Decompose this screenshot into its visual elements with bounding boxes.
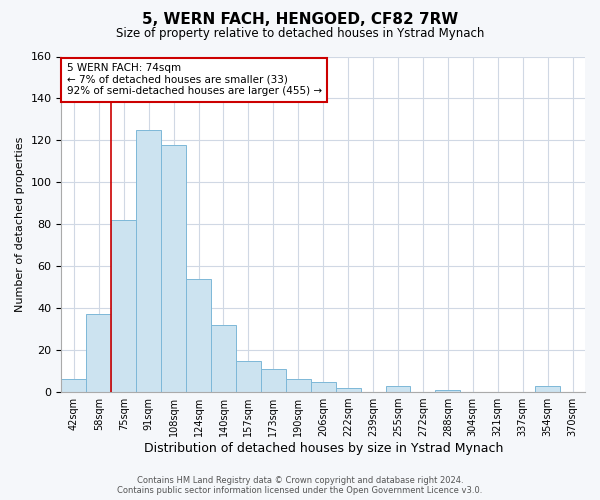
Bar: [136, 130, 161, 392]
Bar: [261, 369, 286, 392]
X-axis label: Distribution of detached houses by size in Ystrad Mynach: Distribution of detached houses by size …: [143, 442, 503, 455]
Bar: [535, 386, 560, 392]
Text: 5, WERN FACH, HENGOED, CF82 7RW: 5, WERN FACH, HENGOED, CF82 7RW: [142, 12, 458, 28]
Bar: [186, 279, 211, 392]
Y-axis label: Number of detached properties: Number of detached properties: [15, 136, 25, 312]
Bar: [61, 380, 86, 392]
Bar: [86, 314, 111, 392]
Bar: [386, 386, 410, 392]
Bar: [161, 144, 186, 392]
Text: 5 WERN FACH: 74sqm
← 7% of detached houses are smaller (33)
92% of semi-detached: 5 WERN FACH: 74sqm ← 7% of detached hous…: [67, 63, 322, 96]
Bar: [211, 325, 236, 392]
Bar: [311, 382, 335, 392]
Bar: [436, 390, 460, 392]
Bar: [286, 380, 311, 392]
Bar: [335, 388, 361, 392]
Text: Contains HM Land Registry data © Crown copyright and database right 2024.
Contai: Contains HM Land Registry data © Crown c…: [118, 476, 482, 495]
Bar: [111, 220, 136, 392]
Bar: [236, 360, 261, 392]
Text: Size of property relative to detached houses in Ystrad Mynach: Size of property relative to detached ho…: [116, 28, 484, 40]
